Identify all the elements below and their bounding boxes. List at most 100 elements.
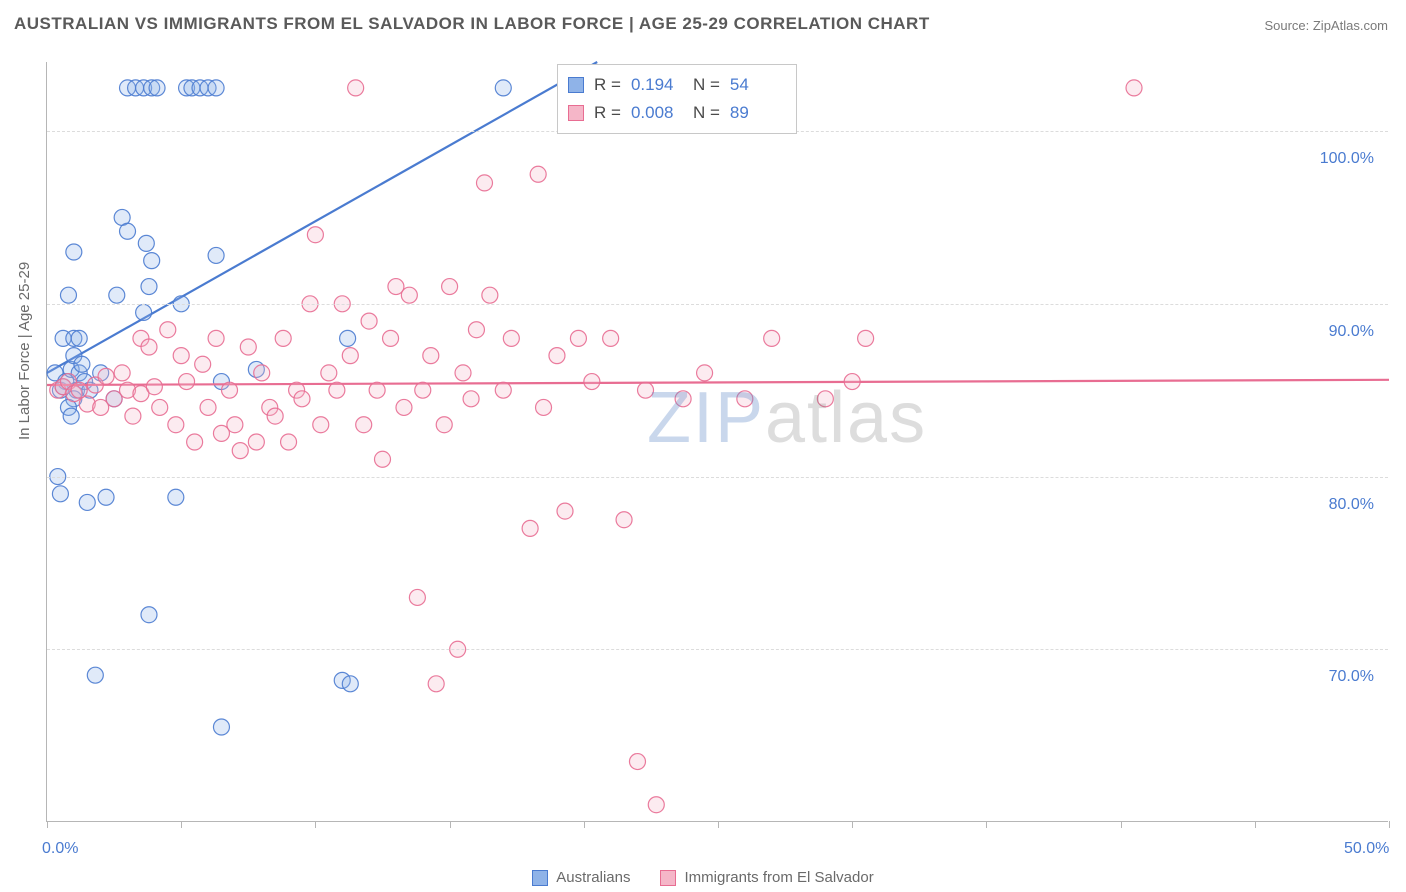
data-point xyxy=(267,408,283,424)
data-point xyxy=(428,676,444,692)
data-point xyxy=(179,374,195,390)
stats-legend-box: R =0.194N =54R =0.008N =89 xyxy=(557,64,797,134)
data-point xyxy=(52,486,68,502)
x-tick xyxy=(450,821,451,828)
stat-r-label: R = xyxy=(594,71,621,99)
data-point xyxy=(536,399,552,415)
data-point xyxy=(66,244,82,260)
data-point xyxy=(208,247,224,263)
data-point xyxy=(436,417,452,433)
data-point xyxy=(232,443,248,459)
data-point xyxy=(152,399,168,415)
data-point xyxy=(401,287,417,303)
source-label: Source: ZipAtlas.com xyxy=(1264,18,1388,33)
data-point xyxy=(125,408,141,424)
data-point xyxy=(858,330,874,346)
data-point xyxy=(442,279,458,295)
stat-n-label: N = xyxy=(693,71,720,99)
data-point xyxy=(369,382,385,398)
data-point xyxy=(415,382,431,398)
data-point xyxy=(141,607,157,623)
data-point xyxy=(375,451,391,467)
data-point xyxy=(423,348,439,364)
data-point xyxy=(495,382,511,398)
data-point xyxy=(254,365,270,381)
legend-bottom: Australians Immigrants from El Salvador xyxy=(0,869,1406,886)
data-point xyxy=(396,399,412,415)
data-point xyxy=(281,434,297,450)
data-point xyxy=(356,417,372,433)
data-point xyxy=(138,235,154,251)
data-point xyxy=(275,330,291,346)
stat-n-label: N = xyxy=(693,99,720,127)
x-tick xyxy=(1389,821,1390,828)
stat-n-value: 54 xyxy=(730,71,782,99)
stat-r-label: R = xyxy=(594,99,621,127)
scatter-svg xyxy=(47,62,1389,822)
legend-item-australians: Australians xyxy=(532,869,630,886)
data-point xyxy=(557,503,573,519)
plot-area: ZIPatlas 70.0%80.0%90.0%100.0% xyxy=(46,62,1388,822)
data-point xyxy=(342,676,358,692)
data-point xyxy=(638,382,654,398)
data-point xyxy=(195,356,211,372)
x-tick-label: 50.0% xyxy=(1344,840,1389,858)
data-point xyxy=(764,330,780,346)
y-tick-label: 100.0% xyxy=(1320,150,1374,168)
data-point xyxy=(114,365,130,381)
trend-line xyxy=(47,380,1389,385)
data-point xyxy=(160,322,176,338)
data-point xyxy=(383,330,399,346)
legend-label: Immigrants from El Salvador xyxy=(684,869,873,886)
data-point xyxy=(141,279,157,295)
y-tick-label: 70.0% xyxy=(1329,668,1374,686)
data-point xyxy=(144,253,160,269)
data-point xyxy=(98,489,114,505)
y-axis-label: In Labor Force | Age 25-29 xyxy=(16,262,33,440)
x-tick xyxy=(718,821,719,828)
data-point xyxy=(294,391,310,407)
data-point xyxy=(168,417,184,433)
data-point xyxy=(463,391,479,407)
data-point xyxy=(149,80,165,96)
data-point xyxy=(79,494,95,510)
data-point xyxy=(208,330,224,346)
x-tick xyxy=(1121,821,1122,828)
x-tick-label: 0.0% xyxy=(42,840,78,858)
data-point xyxy=(530,166,546,182)
data-point xyxy=(340,330,356,346)
x-tick xyxy=(584,821,585,828)
data-point xyxy=(109,287,125,303)
data-point xyxy=(468,322,484,338)
data-point xyxy=(482,287,498,303)
data-point xyxy=(361,313,377,329)
x-tick xyxy=(986,821,987,828)
legend-item-el-salvador: Immigrants from El Salvador xyxy=(660,869,873,886)
data-point xyxy=(495,80,511,96)
stat-r-value: 0.008 xyxy=(631,99,683,127)
data-point xyxy=(844,374,860,390)
data-point xyxy=(616,512,632,528)
data-point xyxy=(74,356,90,372)
data-point xyxy=(313,417,329,433)
data-point xyxy=(817,391,833,407)
data-point xyxy=(307,227,323,243)
data-point xyxy=(60,287,76,303)
data-point xyxy=(87,667,103,683)
data-point xyxy=(141,339,157,355)
stats-row: R =0.008N =89 xyxy=(568,99,782,127)
data-point xyxy=(648,797,664,813)
data-point xyxy=(476,175,492,191)
data-point xyxy=(168,489,184,505)
data-point xyxy=(71,330,87,346)
x-tick xyxy=(315,821,316,828)
gridline xyxy=(47,649,1388,650)
data-point xyxy=(409,589,425,605)
data-point xyxy=(329,382,345,398)
data-point xyxy=(213,719,229,735)
data-point xyxy=(173,348,189,364)
data-point xyxy=(584,374,600,390)
gridline xyxy=(47,304,1388,305)
data-point xyxy=(549,348,565,364)
data-point xyxy=(146,379,162,395)
